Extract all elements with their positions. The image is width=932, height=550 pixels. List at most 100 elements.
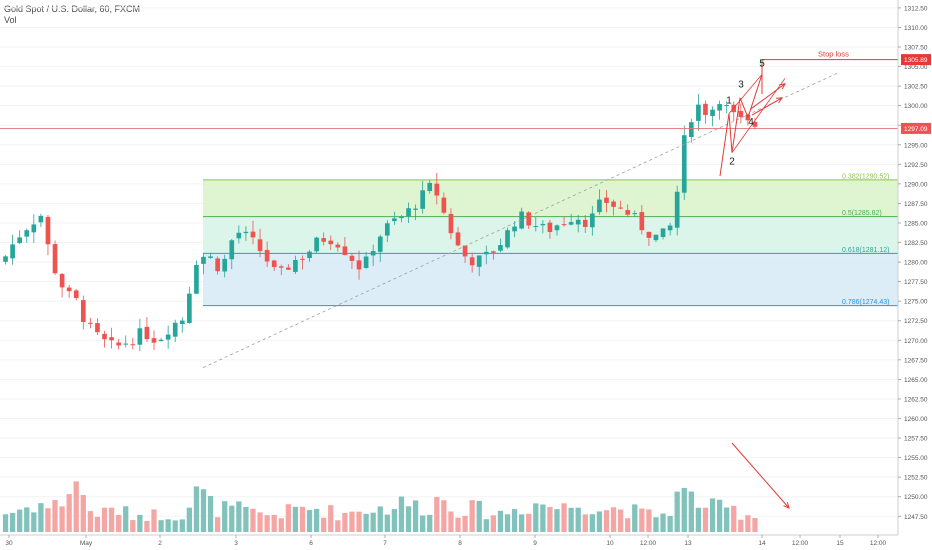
candle-body [88, 322, 93, 324]
candle-body [187, 293, 192, 323]
candle-body [194, 265, 199, 294]
fib-band [203, 253, 901, 306]
candle-body [469, 257, 475, 266]
volume-bar [292, 506, 299, 532]
volume-bar [709, 498, 716, 532]
volume-bar [363, 513, 369, 532]
price-tick-label: 1290.00 [904, 181, 928, 188]
candle-body [526, 212, 532, 226]
candle-body [300, 258, 305, 260]
volume-bar [87, 511, 94, 532]
time-tick-label: May [80, 540, 93, 547]
time-tick-label: 10 [606, 540, 614, 547]
volume-bar [695, 507, 702, 532]
candle-body [293, 259, 298, 272]
volume-bar [342, 512, 348, 532]
price-axis-background [898, 0, 932, 535]
candle-body [31, 224, 37, 233]
price-axis[interactable]: 1312.50 1310.00 1307.50 1305.00 1302.50 1300.… [897, 0, 932, 535]
candle-body [384, 223, 390, 236]
fib-level-label: 0.786(1274.43) [842, 299, 889, 306]
candle-body [201, 256, 206, 264]
volume-bar [724, 507, 730, 532]
candle-body [632, 213, 638, 215]
volume-bar [321, 517, 327, 532]
time-tick-label: 12:00 [640, 540, 657, 547]
candle-body [681, 135, 687, 193]
candle-body [476, 255, 482, 267]
volume-bar [603, 510, 610, 532]
candle-body [264, 249, 270, 262]
volume-bar [610, 507, 617, 532]
volume-bar [80, 495, 86, 532]
candle-body [59, 273, 65, 288]
volume-bar [667, 516, 673, 532]
wave-label-3: 3 [738, 80, 744, 91]
candle-body [102, 333, 107, 340]
candle-body [335, 244, 341, 248]
candle-body [639, 212, 645, 231]
volume-bar [738, 519, 744, 532]
volume-bar [59, 506, 65, 532]
current-price-tag [901, 122, 931, 134]
wave-label-4: 4 [748, 117, 754, 128]
current-price-tag-text: 1297.09 [904, 126, 928, 133]
candle-body [519, 211, 524, 229]
volume-bar [116, 514, 122, 532]
volume-bar [405, 506, 412, 532]
time-axis-background [0, 535, 932, 550]
candle-body [540, 223, 546, 226]
candle-body [377, 236, 383, 252]
volume-bar [151, 509, 157, 532]
price-tick-label: 1282.50 [904, 240, 928, 247]
candle-body [321, 238, 327, 242]
volume-bar [639, 508, 645, 532]
volume-bar [356, 511, 362, 532]
volume-bar [427, 514, 433, 532]
price-tick-label: 1310.00 [904, 25, 928, 32]
volume-bar [589, 514, 595, 532]
volume-bar [200, 489, 207, 532]
volume-bar [108, 507, 115, 532]
candle-body [165, 334, 171, 340]
candle-body [229, 240, 235, 260]
volume-bar [455, 517, 461, 532]
candle-body [434, 183, 440, 196]
volume-bar [646, 509, 652, 532]
fib-level-label: 0.618(1281.12) [842, 247, 889, 254]
price-tick-label: 1307.50 [904, 45, 928, 52]
candle-body [448, 213, 454, 234]
volume-bar [73, 481, 79, 532]
time-axis[interactable]: 30 May 2 3 6 7 8 9 10 12:00 13 14 12:00 15 12:00 [0, 534, 932, 550]
candle-body [349, 255, 355, 261]
time-tick-label: 14 [758, 540, 766, 547]
price-tick-label: 1295.00 [904, 142, 928, 149]
time-tick-label: 6 [309, 540, 313, 547]
volume-bar [674, 491, 680, 532]
volume-bar [158, 520, 164, 532]
volume-bar [483, 519, 489, 532]
price-tick-label: 1255.00 [904, 455, 928, 462]
candle-body [420, 190, 425, 209]
volume-bar [123, 506, 129, 532]
candle-body [278, 266, 284, 268]
volume-bar [384, 514, 390, 532]
time-tick-label: 12:00 [792, 540, 809, 547]
candle-body [745, 114, 751, 121]
volume-bar [172, 520, 178, 532]
volume-bar [632, 504, 638, 532]
candle-body [342, 246, 348, 256]
volume-bar [24, 507, 30, 532]
candle-body [116, 342, 121, 346]
candle-body [554, 225, 560, 231]
candle-body [24, 230, 30, 237]
price-tick-label: 1312.50 [904, 5, 928, 12]
candle-body [109, 337, 114, 341]
volume-bar [391, 509, 398, 532]
volume-bar [31, 512, 37, 532]
wave-segment [739, 97, 749, 118]
candle-body [392, 218, 397, 222]
candle-body [611, 201, 616, 207]
candle-body [271, 260, 277, 268]
